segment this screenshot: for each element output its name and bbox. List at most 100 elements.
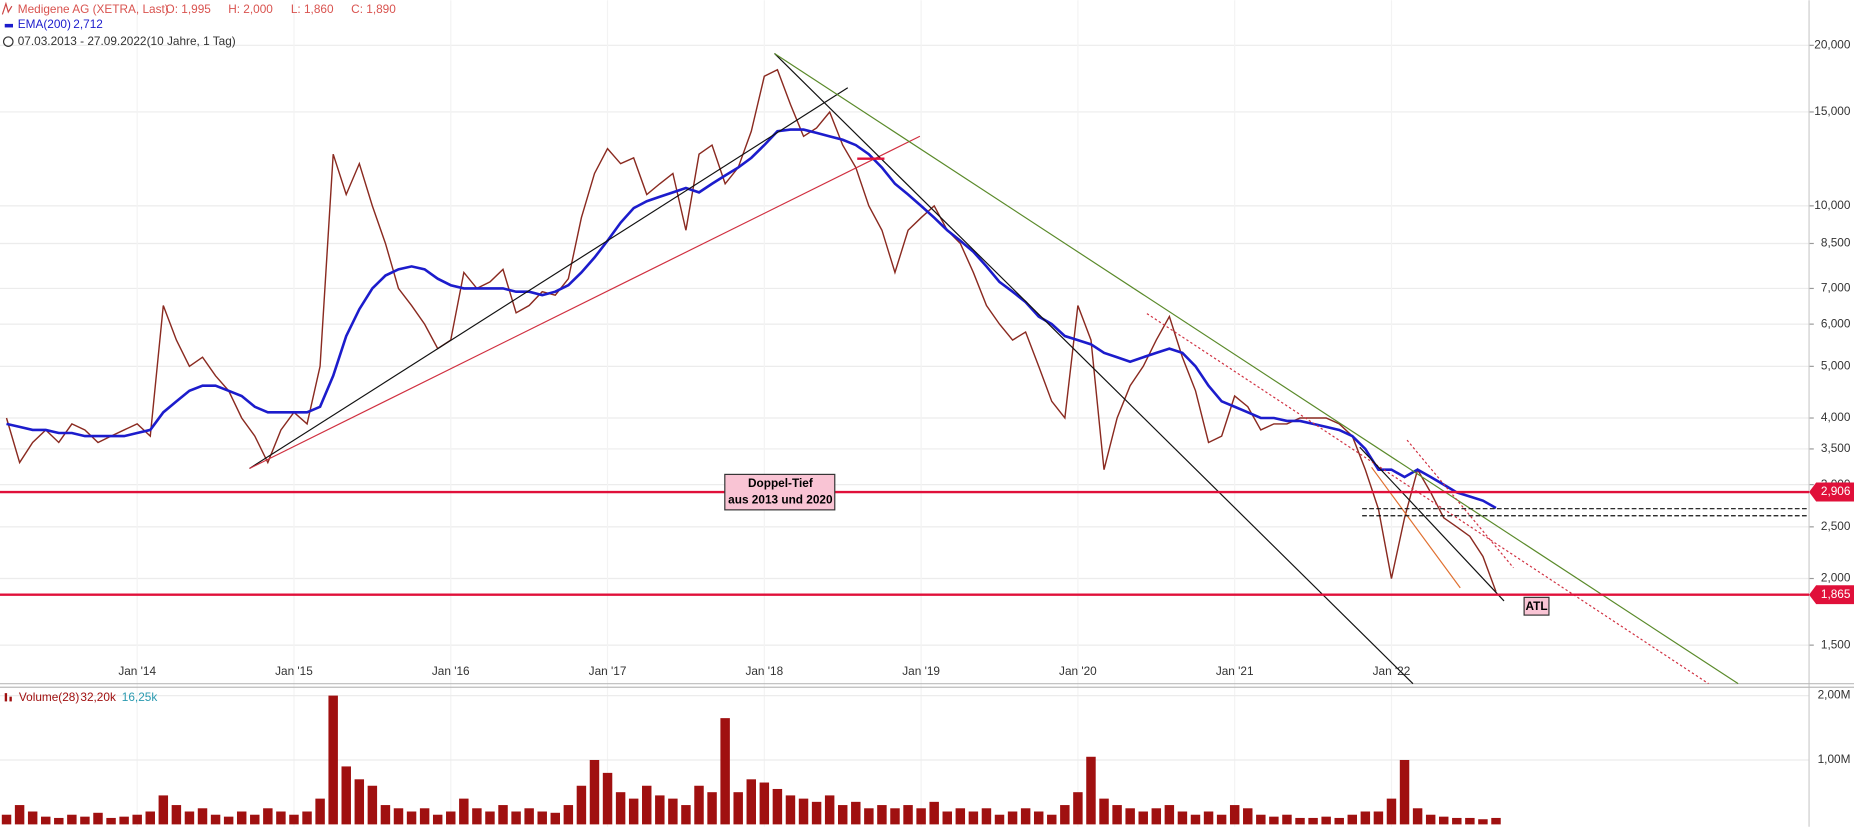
volume-bar <box>968 811 979 825</box>
volume-bar <box>1060 805 1070 825</box>
volume-bar <box>1439 816 1449 825</box>
volume-bar <box>550 812 561 825</box>
volume-bar <box>681 805 691 825</box>
volume-bar <box>446 811 456 825</box>
annotation-box <box>1523 596 1550 616</box>
volume-bar <box>14 805 25 825</box>
volume-bar <box>1465 817 1475 825</box>
levels-layer: 2,906 1,865 <box>0 482 1854 605</box>
volume-bar <box>354 779 365 825</box>
volume-bar <box>197 808 208 825</box>
volume-bar <box>459 798 469 825</box>
volume-bar <box>811 801 822 825</box>
volume-bar <box>1321 816 1331 825</box>
volume-bar <box>1295 817 1305 825</box>
period-note: (10 Jahre, 1 Tag) <box>147 34 236 48</box>
volume-bar <box>1373 811 1384 825</box>
volume-bar <box>485 811 495 825</box>
volume-bar <box>67 814 77 825</box>
x-tick-label: Jan '20 <box>1059 664 1097 678</box>
y-tick-label: 1,500 <box>1821 637 1851 651</box>
volume-bar <box>1 814 12 825</box>
volume-bar <box>1491 817 1501 825</box>
volume-bar <box>302 811 312 825</box>
y-tick-label: 8,500 <box>1821 236 1851 250</box>
trend-line <box>774 52 1739 685</box>
volume-bar <box>576 785 587 825</box>
volume-bar <box>184 811 195 825</box>
volume-bar <box>511 811 521 825</box>
volume-bar <box>367 785 378 825</box>
volume-bar <box>171 805 182 825</box>
volume-bar <box>1138 811 1148 825</box>
chart-icon <box>1 1 13 15</box>
volume-bar <box>1308 817 1318 825</box>
level-tag <box>1809 482 1854 502</box>
volume-bar <box>1125 808 1135 825</box>
ohlc-label: H: 2,000 <box>228 2 273 16</box>
y-tick-label: 6,000 <box>1821 316 1851 330</box>
volume-bar <box>93 812 103 825</box>
volume-bar <box>1425 814 1436 825</box>
y-tick-label: 3,500 <box>1821 441 1851 455</box>
volume-bar <box>1216 814 1227 825</box>
volume-bar <box>733 792 743 825</box>
volume-bar <box>119 816 129 825</box>
volume-bar <box>537 811 547 825</box>
volume-bar <box>707 792 717 825</box>
volume-bar <box>864 808 874 825</box>
volume-bar <box>877 805 887 825</box>
volume-bar <box>903 805 913 825</box>
x-tick-label: Jan '14 <box>118 664 156 678</box>
x-tick-label: Jan '18 <box>745 664 783 678</box>
volume-bar <box>655 795 665 825</box>
volume-bar <box>250 814 260 825</box>
trend-line <box>249 135 921 470</box>
y-tick-label: 1,00M <box>1818 752 1851 766</box>
volume-bar <box>341 766 351 825</box>
volume-bar <box>1229 805 1240 825</box>
volume-bar <box>1203 811 1214 825</box>
volume-bar <box>80 816 90 825</box>
x-tick-label: Jan '22 <box>1373 664 1411 678</box>
volume-bar <box>263 808 273 825</box>
trend-line <box>1406 439 1514 569</box>
volume-bar <box>746 779 756 825</box>
volume-bar <box>890 808 900 825</box>
annotation-box <box>724 473 836 511</box>
annotation: ATL <box>1525 599 1547 613</box>
period: 07.03.2013 - 27.09.2022 <box>18 34 147 48</box>
volume-bar <box>642 785 652 825</box>
y-tick-label: 2,000 <box>1821 571 1851 585</box>
volume-bar <box>1073 792 1083 825</box>
volume-bar <box>1412 808 1423 825</box>
x-tick-label: Jan '17 <box>589 664 627 678</box>
trend-line <box>1146 313 1709 685</box>
volume-bar <box>236 811 247 825</box>
volume-bar <box>1282 814 1292 825</box>
y-tick-label: 4,000 <box>1821 410 1851 424</box>
x-tick-label: Jan '15 <box>275 664 313 678</box>
volume-bar <box>1269 816 1279 825</box>
volume-bar <box>276 811 286 825</box>
y-tick-label: 2,500 <box>1821 519 1851 533</box>
y-tick-label: 5,000 <box>1821 358 1851 372</box>
volume-bar <box>1256 814 1266 825</box>
volume-bar <box>1177 811 1188 825</box>
volume-bar <box>929 801 939 825</box>
ema-line <box>6 128 1497 510</box>
annotation: aus 2013 und 2020 <box>728 493 833 507</box>
trend-line <box>1371 466 1461 589</box>
volume-bar <box>223 816 234 825</box>
volume-bar <box>955 808 966 825</box>
volume-bar <box>798 798 809 825</box>
legend-swatch <box>4 693 8 702</box>
volume-bar <box>668 798 678 825</box>
volume-bar <box>1151 808 1162 825</box>
trend-lines <box>249 52 1810 685</box>
volume-bar <box>1007 811 1018 825</box>
level-label: 1,865 <box>1821 587 1851 601</box>
volume-bar <box>851 801 861 825</box>
ohlc-label: L: 1,860 <box>291 2 334 16</box>
